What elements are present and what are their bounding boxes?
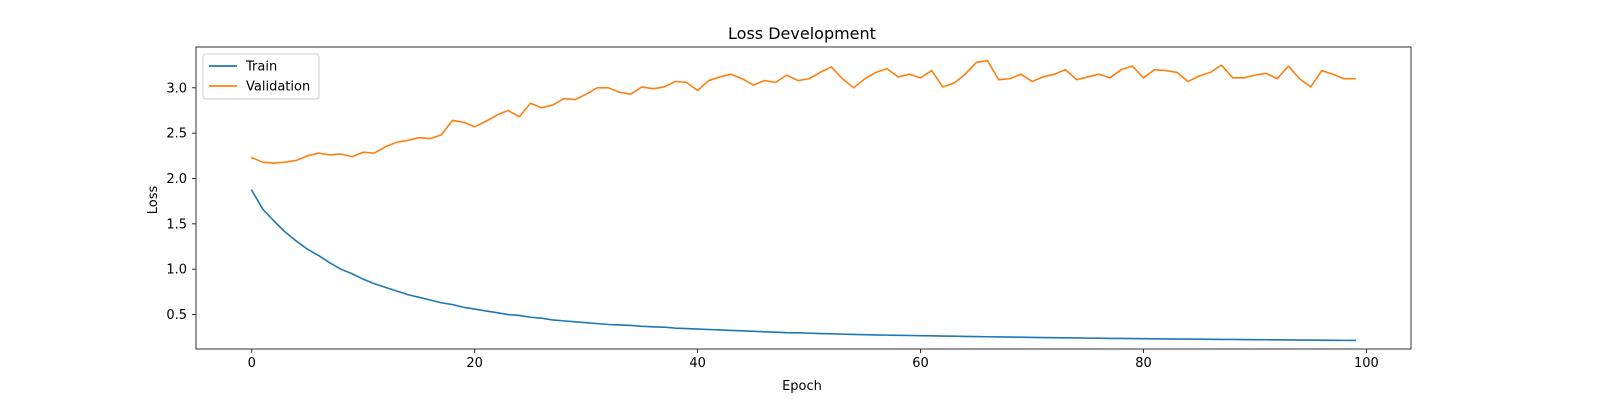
x-axis-ticks: 0 20 40 60 80 100	[248, 349, 1379, 371]
x-tick-label: 60	[912, 356, 929, 371]
y-tick-label: 2.0	[166, 172, 187, 187]
x-tick-label: 40	[689, 356, 706, 371]
y-tick-label: 2.5	[166, 127, 187, 142]
plot-area	[196, 47, 1411, 349]
y-tick-label: 3.0	[166, 81, 187, 96]
series-lines	[250, 59, 1357, 342]
axes-frame	[195, 46, 1412, 350]
x-tick-label: 100	[1354, 356, 1379, 371]
chart-title: Loss Development	[728, 24, 876, 43]
x-tick-label: 80	[1135, 356, 1152, 371]
y-tick-label: 1.5	[166, 217, 187, 232]
legend-label-train: Train	[245, 60, 277, 75]
series-line-train	[250, 189, 1357, 342]
series-line-validation	[250, 59, 1357, 164]
y-axis-label: Loss	[146, 186, 161, 215]
y-axis-ticks: 0.5 1.0 1.5 2.0 2.5 3.0	[166, 81, 196, 323]
x-axis-label: Epoch	[782, 379, 822, 394]
legend-label-validation: Validation	[246, 80, 310, 95]
x-tick-label: 0	[248, 356, 256, 371]
x-tick-label: 20	[466, 356, 483, 371]
legend: Train Validation	[202, 53, 320, 100]
y-tick-label: 1.0	[166, 263, 187, 278]
y-tick-label: 0.5	[166, 308, 187, 323]
